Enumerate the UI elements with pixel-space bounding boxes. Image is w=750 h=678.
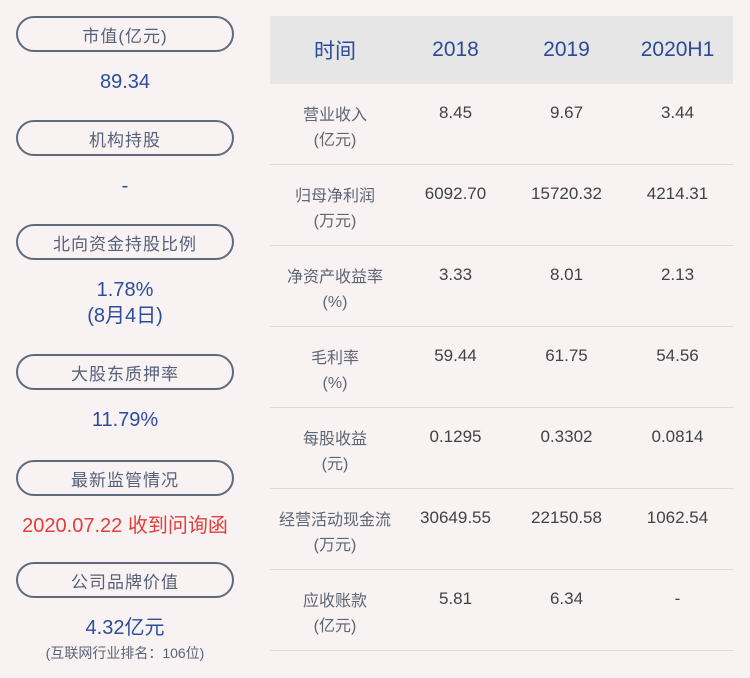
cell-value: 5.81 — [438, 589, 473, 608]
sidebar-item-pledge-ratio: 大股东质押率 11.79% — [16, 354, 234, 433]
cell-value: 9.67 — [549, 103, 584, 122]
regulatory-status-label: 最新监管情况 — [71, 470, 179, 490]
cell-value: 61.75 — [545, 346, 588, 365]
cell-value: - — [674, 589, 681, 608]
table-header-row: 时间 2018 2019 2020H1 — [270, 16, 733, 84]
cell-value: 30649.55 — [420, 508, 491, 527]
cell-value: 2.13 — [660, 265, 695, 284]
row-label: 营业收入 (亿元) — [302, 107, 367, 149]
cell-value: 0.0814 — [651, 427, 704, 446]
cell-value: 0.3302 — [540, 427, 593, 446]
market-cap-pill: 市值(亿元) — [16, 16, 234, 52]
brand-value-amount: 4.32亿元 — [85, 617, 165, 639]
institutional-holdings-value: - — [121, 175, 129, 197]
table-row-operating-cashflow: 经营活动现金流 (万元) 30649.55 22150.58 1062.54 — [270, 489, 733, 570]
pledge-ratio-pill: 大股东质押率 — [16, 354, 234, 390]
regulatory-status-value: 2020.07.22 收到问询函 — [22, 515, 228, 537]
brand-value-ranking: (互联网行业排名：106位) — [45, 645, 205, 661]
financial-table: 时间 2018 2019 2020H1 营业收入 (亿元) 8.45 9.67 … — [270, 16, 733, 651]
table-row-net-profit: 归母净利润 (万元) 6092.70 15720.32 4214.31 — [270, 165, 733, 246]
row-label: 毛利率 (%) — [310, 350, 359, 392]
sidebar-item-northbound-ratio: 北向资金持股比例 1.78% (8月4日) — [16, 224, 234, 329]
cell-value: 3.33 — [438, 265, 473, 284]
header-2019: 2019 — [543, 38, 590, 61]
brand-value-label: 公司品牌价值 — [71, 572, 179, 592]
row-label: 每股收益 (元) — [302, 431, 367, 473]
cell-value: 4214.31 — [646, 184, 709, 203]
northbound-ratio-date: (8月4日) — [87, 305, 163, 327]
pledge-ratio-value: 11.79% — [91, 409, 159, 431]
row-label: 归母净利润 (万元) — [294, 188, 375, 230]
sidebar-item-market-cap: 市值(亿元) 89.34 — [16, 16, 234, 95]
cell-value: 6092.70 — [424, 184, 487, 203]
table-row-gross-margin: 毛利率 (%) 59.44 61.75 54.56 — [270, 327, 733, 408]
header-time: 时间 — [314, 40, 356, 63]
northbound-ratio-value: 1.78% (8月4日) — [16, 277, 234, 329]
cell-value: 8.01 — [549, 265, 584, 284]
institutional-holdings-label: 机构持股 — [89, 130, 161, 150]
header-2020h1: 2020H1 — [640, 38, 715, 61]
cell-value: 22150.58 — [531, 508, 602, 527]
cell-value: 54.56 — [656, 346, 699, 365]
cell-value: 1062.54 — [646, 508, 709, 527]
row-label: 净资产收益率 (%) — [286, 269, 383, 311]
institutional-holdings-pill: 机构持股 — [16, 120, 234, 156]
table-row-eps: 每股收益 (元) 0.1295 0.3302 0.0814 — [270, 408, 733, 489]
brand-value-pill: 公司品牌价值 — [16, 562, 234, 598]
header-2018: 2018 — [432, 38, 479, 61]
sidebar-item-brand-value: 公司品牌价值 4.32亿元 (互联网行业排名：106位) — [16, 562, 234, 663]
market-cap-label: 市值(亿元) — [82, 26, 168, 46]
row-label: 应收账款 (亿元) — [302, 593, 367, 635]
northbound-ratio-pill: 北向资金持股比例 — [16, 224, 234, 260]
cell-value: 59.44 — [434, 346, 477, 365]
cell-value: 0.1295 — [429, 427, 482, 446]
table-row-accounts-receivable: 应收账款 (亿元) 5.81 6.34 - — [270, 570, 733, 651]
pledge-ratio-label: 大股东质押率 — [71, 364, 179, 384]
cell-value: 8.45 — [438, 103, 473, 122]
sidebar-item-institutional-holdings: 机构持股 - — [16, 120, 234, 199]
cell-value: 15720.32 — [531, 184, 602, 203]
row-label: 经营活动现金流 (万元) — [278, 512, 391, 554]
market-cap-value: 89.34 — [99, 71, 151, 93]
sidebar-item-regulatory-status: 最新监管情况 2020.07.22 收到问询函 — [16, 460, 234, 539]
table-row-revenue: 营业收入 (亿元) 8.45 9.67 3.44 — [270, 84, 733, 165]
cell-value: 6.34 — [549, 589, 584, 608]
regulatory-status-pill: 最新监管情况 — [16, 460, 234, 496]
table-row-roe: 净资产收益率 (%) 3.33 8.01 2.13 — [270, 246, 733, 327]
northbound-ratio-percent: 1.78% — [96, 279, 154, 301]
northbound-ratio-label: 北向资金持股比例 — [53, 234, 197, 254]
cell-value: 3.44 — [660, 103, 695, 122]
